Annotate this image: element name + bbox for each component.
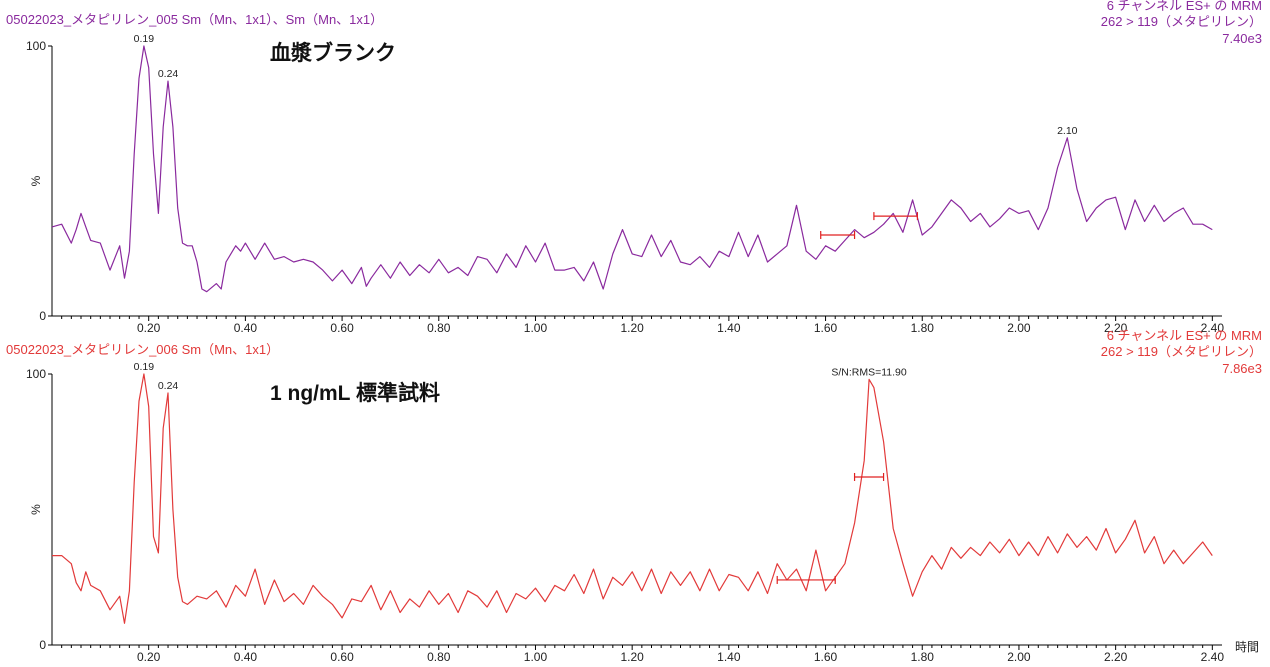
- x-tick-label: 1.20: [620, 650, 644, 664]
- y-tick-label-0: 0: [39, 638, 46, 652]
- peak-label: 2.10: [1057, 125, 1078, 137]
- trace-header-title: 05022023_メタピリレン_005 Sm（Mn、1x1）、Sm（Mn、1x1…: [6, 12, 383, 27]
- x-tick-label: 1.00: [524, 650, 548, 664]
- x-tick-label: 0.60: [330, 321, 354, 335]
- y-axis-unit-label: %: [29, 175, 43, 186]
- peak-label: 0.24: [158, 68, 179, 80]
- y-axis-unit-label: %: [29, 504, 43, 515]
- intensity-scale-label: 7.86e3: [1222, 361, 1262, 376]
- x-tick-label: 1.40: [717, 321, 741, 335]
- peak-label: 0.19: [134, 361, 155, 373]
- chromatogram-trace: [52, 373, 1213, 624]
- y-tick-label-100: 100: [26, 367, 46, 381]
- x-tick-label: 2.20: [1104, 650, 1128, 664]
- x-tick-label: 2.00: [1007, 650, 1031, 664]
- x-tick-label: 0.80: [427, 321, 451, 335]
- x-tick-label: 0.80: [427, 650, 451, 664]
- chromatogram-trace: [51, 45, 1213, 293]
- y-tick-label-0: 0: [39, 309, 46, 323]
- peak-label: 0.19: [134, 33, 155, 45]
- x-tick-label: 1.80: [911, 650, 935, 664]
- x-tick-label: 0.20: [137, 321, 161, 335]
- peak-label: 0.24: [158, 380, 179, 392]
- x-tick-label: 2.20: [1104, 321, 1128, 335]
- y-tick-label-100: 100: [26, 39, 46, 53]
- channel-label: 6 チャンネル ES+ の MRM: [1107, 328, 1262, 343]
- x-tick-label: 1.00: [524, 321, 548, 335]
- x-tick-label: 2.40: [1201, 321, 1225, 335]
- sample-type-label: 1 ng/mL 標準試料: [270, 381, 440, 405]
- x-tick-label: 1.40: [717, 650, 741, 664]
- x-tick-label: 1.60: [814, 650, 838, 664]
- x-tick-label: 1.60: [814, 321, 838, 335]
- transition-label: 262 > 119（メタピリレン）: [1101, 344, 1262, 359]
- x-tick-label: 0.20: [137, 650, 161, 664]
- x-tick-label: 0.60: [330, 650, 354, 664]
- sample-type-label: 血漿ブランク: [270, 41, 396, 65]
- transition-label: 262 > 119（メタピリレン）: [1101, 14, 1262, 29]
- x-tick-label: 2.40: [1201, 650, 1225, 664]
- peak-label: S/N:RMS=11.90: [831, 366, 907, 378]
- channel-label: 6 チャンネル ES+ の MRM: [1107, 0, 1262, 13]
- x-tick-label: 0.40: [234, 650, 258, 664]
- trace-header-title: 05022023_メタピリレン_006 Sm（Mn、1x1）: [6, 342, 279, 357]
- intensity-scale-label: 7.40e3: [1222, 31, 1262, 46]
- x-tick-label: 0.40: [234, 321, 258, 335]
- x-tick-label: 1.80: [911, 321, 935, 335]
- x-axis-title: 時間: [1235, 640, 1259, 654]
- x-tick-label: 2.00: [1007, 321, 1031, 335]
- x-tick-label: 1.20: [620, 321, 644, 335]
